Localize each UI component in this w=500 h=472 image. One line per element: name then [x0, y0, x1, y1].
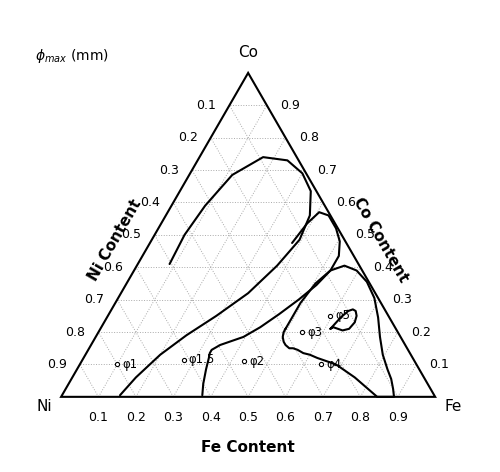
Text: 0.4: 0.4 — [140, 196, 160, 209]
Text: Ni Content: Ni Content — [86, 196, 144, 283]
Text: 0.3: 0.3 — [164, 411, 184, 424]
Text: Fe Content: Fe Content — [202, 440, 295, 455]
Text: 0.8: 0.8 — [66, 326, 86, 338]
Text: 0.1: 0.1 — [430, 358, 450, 371]
Text: φ2: φ2 — [250, 354, 264, 368]
Text: φ5: φ5 — [336, 309, 350, 322]
Text: φ4: φ4 — [326, 358, 341, 371]
Text: Co: Co — [238, 45, 258, 60]
Text: 0.8: 0.8 — [298, 131, 318, 144]
Text: 0.6: 0.6 — [103, 261, 123, 274]
Text: 0.5: 0.5 — [238, 411, 258, 424]
Text: 0.5: 0.5 — [354, 228, 374, 241]
Text: 0.2: 0.2 — [126, 411, 146, 424]
Text: 0.7: 0.7 — [84, 293, 104, 306]
Text: 0.9: 0.9 — [388, 411, 407, 424]
Text: 0.3: 0.3 — [159, 164, 179, 177]
Text: Ni: Ni — [36, 399, 52, 414]
Text: 0.9: 0.9 — [280, 99, 300, 112]
Text: 0.8: 0.8 — [350, 411, 370, 424]
Text: 0.1: 0.1 — [196, 99, 216, 112]
Text: 0.4: 0.4 — [201, 411, 220, 424]
Text: φ3: φ3 — [307, 326, 322, 338]
Text: 0.6: 0.6 — [276, 411, 295, 424]
Text: $\phi_{max}$ (mm): $\phi_{max}$ (mm) — [35, 47, 108, 65]
Text: 0.3: 0.3 — [392, 293, 412, 306]
Text: 0.7: 0.7 — [318, 164, 338, 177]
Text: 0.4: 0.4 — [374, 261, 394, 274]
Text: Fe: Fe — [444, 399, 462, 414]
Text: φ1: φ1 — [122, 358, 137, 371]
Text: 0.1: 0.1 — [88, 411, 108, 424]
Text: 0.7: 0.7 — [313, 411, 333, 424]
Text: 0.2: 0.2 — [178, 131, 198, 144]
Text: 0.6: 0.6 — [336, 196, 356, 209]
Text: 0.2: 0.2 — [411, 326, 430, 338]
Text: 0.5: 0.5 — [122, 228, 142, 241]
Text: 0.9: 0.9 — [47, 358, 66, 371]
Text: Co Content: Co Content — [350, 195, 411, 285]
Text: φ1.5: φ1.5 — [188, 353, 214, 366]
